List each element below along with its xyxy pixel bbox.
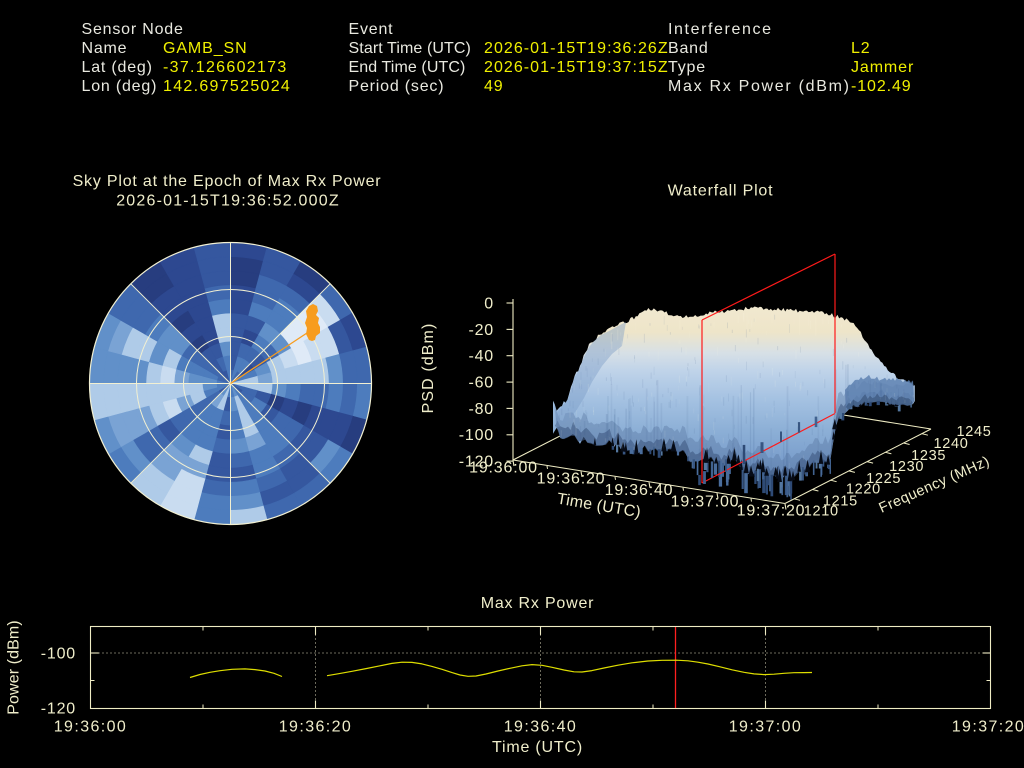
svg-text:Power (dBm): Power (dBm) [6, 620, 23, 714]
svg-text:Waterfall Plot: Waterfall Plot [668, 183, 774, 200]
svg-text:End Time (UTC): End Time (UTC) [349, 59, 466, 76]
svg-text:-102.49: -102.49 [851, 78, 912, 95]
svg-text:-37.126602173: -37.126602173 [163, 59, 288, 76]
svg-text:-120: -120 [41, 701, 76, 718]
svg-text:49: 49 [484, 78, 504, 95]
svg-text:1235: 1235 [911, 448, 946, 464]
svg-text:19:37:20: 19:37:20 [737, 503, 806, 520]
svg-text:-20: -20 [468, 322, 494, 339]
svg-text:2026-01-15T19:36:26Z: 2026-01-15T19:36:26Z [484, 40, 669, 57]
svg-text:Period (sec): Period (sec) [349, 78, 445, 95]
svg-text:1240: 1240 [933, 436, 968, 452]
svg-text:-40: -40 [468, 348, 494, 365]
svg-text:-100: -100 [41, 646, 76, 663]
svg-text:Interference: Interference [668, 21, 773, 38]
svg-text:19:37:00: 19:37:00 [671, 494, 740, 511]
svg-text:Jammer: Jammer [851, 59, 914, 76]
svg-text:1210: 1210 [804, 504, 839, 520]
svg-text:Lon (deg): Lon (deg) [82, 78, 158, 95]
svg-text:Name: Name [82, 40, 128, 57]
svg-text:PSD (dBm): PSD (dBm) [420, 323, 437, 414]
svg-text:1220: 1220 [846, 482, 881, 498]
svg-text:-100: -100 [459, 427, 494, 444]
svg-text:-60: -60 [468, 375, 494, 392]
svg-text:19:36:00: 19:36:00 [469, 460, 538, 477]
svg-text:142.697525024: 142.697525024 [163, 78, 291, 95]
svg-text:1215: 1215 [823, 494, 858, 510]
svg-text:Lat (deg): Lat (deg) [82, 59, 153, 76]
svg-text:2026-01-15T19:37:15Z: 2026-01-15T19:37:15Z [484, 59, 669, 76]
svg-text:0: 0 [484, 296, 494, 313]
svg-text:GAMB_SN: GAMB_SN [163, 40, 248, 57]
svg-text:19:36:20: 19:36:20 [279, 719, 352, 736]
svg-text:1245: 1245 [956, 424, 991, 440]
svg-text:1225: 1225 [866, 471, 901, 487]
svg-text:Start Time (UTC): Start Time (UTC) [349, 40, 472, 57]
svg-text:Sensor Node: Sensor Node [82, 21, 184, 38]
svg-text:Type: Type [668, 59, 706, 76]
svg-text:Sky Plot at the Epoch of Max R: Sky Plot at the Epoch of Max Rx Power [73, 173, 382, 190]
svg-text:2026-01-15T19:36:52.000Z: 2026-01-15T19:36:52.000Z [116, 193, 340, 210]
svg-text:1230: 1230 [889, 459, 924, 475]
svg-text:-80: -80 [468, 401, 494, 418]
svg-text:Time (UTC): Time (UTC) [492, 739, 583, 756]
svg-text:Event: Event [349, 21, 394, 38]
svg-text:19:36:00: 19:36:00 [54, 719, 127, 736]
svg-text:-120: -120 [459, 454, 494, 471]
svg-text:Max Rx Power (dBm): Max Rx Power (dBm) [668, 78, 851, 95]
svg-text:Max Rx Power: Max Rx Power [481, 595, 595, 612]
svg-text:19:37:00: 19:37:00 [729, 719, 802, 736]
svg-text:L2: L2 [851, 40, 871, 57]
svg-text:19:36:20: 19:36:20 [537, 471, 606, 488]
svg-text:19:36:40: 19:36:40 [605, 482, 674, 499]
svg-text:19:37:20: 19:37:20 [952, 719, 1024, 736]
svg-text:Band: Band [668, 40, 709, 57]
svg-text:19:36:40: 19:36:40 [504, 719, 577, 736]
